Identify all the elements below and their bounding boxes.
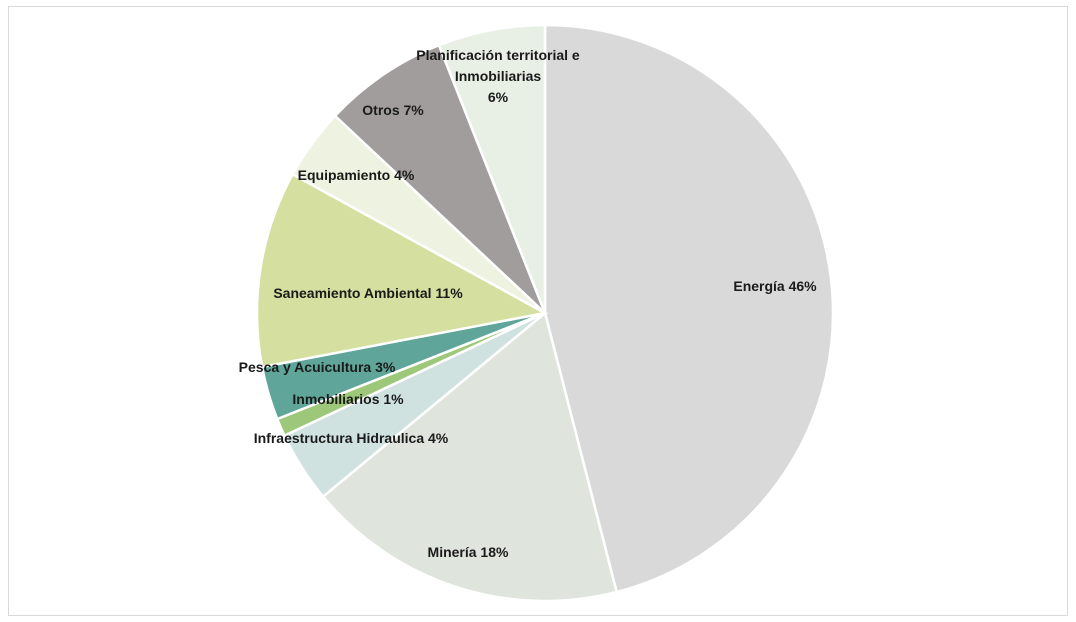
slice-label-pesca-y-acuicultura: Pesca y Acuicultura 3% <box>239 359 396 375</box>
pie-slices <box>255 23 835 603</box>
pie-slice-energia <box>543 23 835 594</box>
pie-slice-planificacion-territorial-e-inmobiliarias <box>437 23 547 314</box>
pie-labels: Energía 46% Minería 18% Infraestructura Hi… <box>239 47 818 560</box>
slice-label-inmobiliarios: Inmobiliarios 1% <box>292 391 404 407</box>
slice-label-planificacion-territorial-e-inmobiliarias: Planificación territorial e Inmobiliarias… <box>416 47 580 105</box>
slice-label-mineria: Minería 18% <box>428 544 509 560</box>
slice-label-otros: Otros 7% <box>362 102 424 118</box>
pie-slice-otros <box>333 43 547 314</box>
slice-label-equipamiento: Equipamiento 4% <box>298 167 415 183</box>
pie-slice-mineria <box>321 310 619 603</box>
slice-label-saneamiento-ambiental: Saneamiento Ambiental 11% <box>273 285 463 301</box>
slice-label-energia: Energía 46% <box>733 278 817 294</box>
slice-label-infraestructura-hidraulica: Infraestructura Hidraulica 4% <box>254 430 449 446</box>
pie-slice-saneamiento-ambiental <box>255 172 549 369</box>
